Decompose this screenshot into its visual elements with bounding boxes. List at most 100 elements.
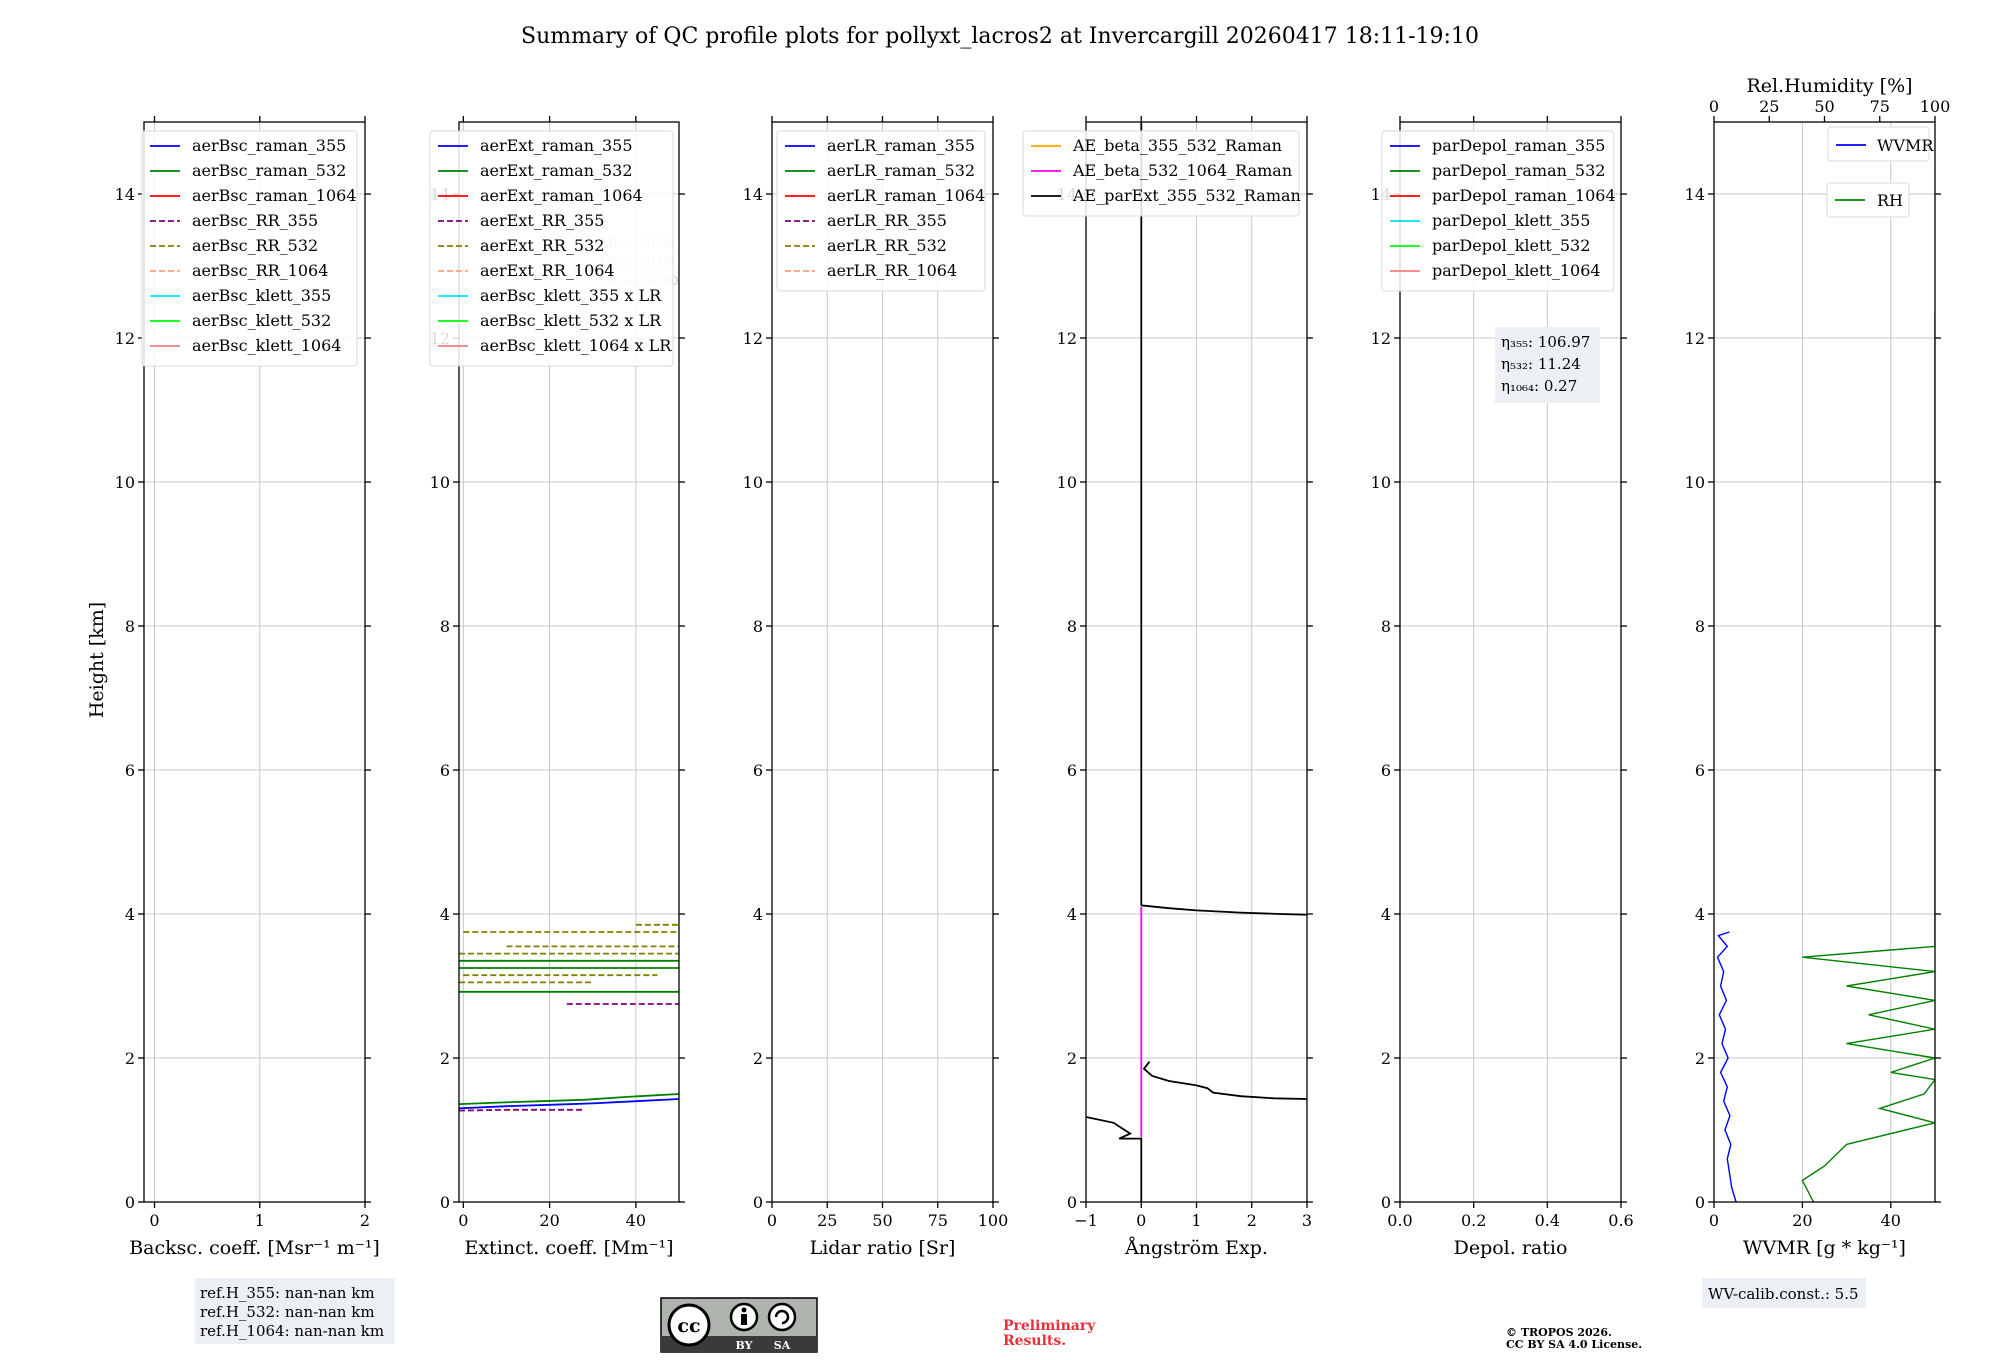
legend-box-wvmr (1827, 126, 1930, 162)
wv-calib-text: WV-calib.const.: 5.5 (1708, 1285, 1859, 1303)
series-group (1716, 312, 1935, 1202)
y-tick-label: 6 (1067, 761, 1077, 780)
legend-box (1022, 130, 1300, 217)
x-tick-label: 0 (1136, 1211, 1146, 1230)
y-tick-label: 14 (115, 185, 135, 204)
legend-box-rh (1826, 182, 1910, 218)
x-tick-label: 0.4 (1535, 1211, 1560, 1230)
legend-label: aerBsc_klett_355 (192, 286, 331, 305)
series-line (1142, 1061, 1307, 1100)
legend-box (429, 130, 674, 367)
share-alike-arrow (774, 1309, 790, 1325)
y-tick-label: 0 (1381, 1193, 1391, 1212)
legend-label: parDepol_raman_355 (1432, 136, 1605, 155)
preliminary-line-2: Results. (1003, 1333, 1066, 1349)
y-tick-label: 8 (1067, 617, 1077, 636)
preliminary-line-1: Preliminary (1003, 1318, 1096, 1334)
legend-label: aerLR_raman_1064 (827, 186, 985, 205)
y-tick-label: 12 (1057, 329, 1077, 348)
legend-label: aerBsc_klett_1064 (192, 336, 341, 355)
y-tick-label: 2 (440, 1049, 450, 1068)
y-tick-label: 0 (753, 1193, 763, 1212)
y-tick-label: 8 (1695, 617, 1705, 636)
top-x-tick-label: 100 (1920, 97, 1951, 116)
eta-info-text: η₅₃₂: 11.24 (1501, 355, 1581, 373)
axes-frame (143, 121, 366, 1203)
legend-label: AE_beta_355_532_Raman (1072, 136, 1282, 155)
y-tick-label: 8 (753, 617, 763, 636)
legend-label: RH (1877, 191, 1903, 210)
y-tick-label: 2 (1067, 1049, 1077, 1068)
panel-wv: 0 2 4 6 8 10 12 14 0 20 40 WVMR [g * kg⁻¹] 0 25 50 75 10… (1685, 75, 1951, 1308)
x-tick-label: 0 (1709, 1211, 1719, 1230)
x-tick-label: 2 (360, 1211, 370, 1230)
y-tick-label: 14 (1685, 185, 1705, 204)
x-axis-label: Lidar ratio [Sr] (810, 1237, 956, 1259)
series-line (1141, 904, 1307, 916)
y-tick-label: 4 (753, 905, 763, 924)
axes-frame (1399, 121, 1622, 1203)
x-tick-label: 40 (1881, 1211, 1901, 1230)
x-tick-label: 50 (872, 1211, 892, 1230)
y-tick-label: 10 (743, 473, 763, 492)
x-tick-label: −1 (1074, 1211, 1098, 1230)
y-tick-label: 4 (125, 905, 135, 924)
legend-label: parDepol_raman_1064 (1432, 186, 1616, 205)
legend-label: aerBsc_RR_355 (192, 211, 318, 230)
legend-label: aerExt_RR_532 (480, 236, 604, 255)
y-tick-label: 10 (430, 473, 450, 492)
legend-label: aerLR_RR_532 (827, 236, 947, 255)
wv-calib-box (1702, 1278, 1866, 1308)
y-tick-label: 14 (743, 185, 763, 204)
legend-label: aerBsc_klett_532 x LR (480, 311, 662, 330)
y-tick-label: 6 (753, 761, 763, 780)
legend-label: parDepol_klett_532 (1432, 236, 1590, 255)
x-tick-label: 1 (255, 1211, 265, 1230)
legend-label: aerLR_RR_1064 (827, 261, 957, 280)
y-tick-label: 0 (125, 1193, 135, 1212)
series-line (459, 1108, 585, 1112)
eta-info-box (1495, 327, 1600, 403)
x-tick-label: 3 (1302, 1211, 1312, 1230)
cc-text: cc (677, 1315, 700, 1337)
figure-title: Summary of QC profile plots for pollyxt_… (521, 24, 1479, 49)
series-group (459, 923, 679, 1112)
y-tick-label: 12 (1371, 329, 1391, 348)
refh-532: ref.H_532: nan-nan km (200, 1303, 375, 1321)
legend-label: aerLR_raman_532 (827, 161, 975, 180)
series-line (1801, 312, 1935, 1202)
series-group (1086, 122, 1307, 1202)
axes-frame (458, 121, 680, 1203)
y-tick-label: 10 (1685, 473, 1705, 492)
y-tick-label: 10 (115, 473, 135, 492)
y-tick-label: 12 (115, 329, 135, 348)
y-axis-label: Height [km] (86, 602, 108, 718)
legend-box (776, 130, 986, 292)
x-tick-label: 0.0 (1387, 1211, 1412, 1230)
x-axis-label: Extinct. coeff. [Mm⁻¹] (464, 1237, 673, 1259)
series-line (1716, 931, 1737, 1202)
y-tick-label: 2 (753, 1049, 763, 1068)
legend-label: aerBsc_klett_1064 x LR (480, 336, 672, 355)
legend-label: aerBsc_raman_1064 (192, 186, 357, 205)
top-x-tick-label: 25 (1759, 97, 1779, 116)
series-line (459, 1098, 679, 1110)
y-tick-label: 8 (440, 617, 450, 636)
cc-sa-label: SA (774, 1339, 791, 1352)
y-tick-label: 0 (1695, 1193, 1705, 1212)
legend-label: aerExt_raman_355 (480, 136, 633, 155)
x-tick-label: 0 (458, 1211, 468, 1230)
legend-box (141, 130, 358, 367)
y-tick-label: 8 (1381, 617, 1391, 636)
cc-by-label: BY (736, 1339, 753, 1352)
y-tick-label: 4 (440, 905, 450, 924)
top-x-axis-label: Rel.Humidity [%] (1746, 75, 1912, 97)
y-tick-label: 4 (1695, 905, 1705, 924)
legend-label: aerBsc_RR_1064 (192, 261, 328, 280)
legend-label: AE_beta_532_1064_Raman (1072, 161, 1292, 180)
x-tick-label: 20 (539, 1211, 559, 1230)
x-tick-label: 0 (767, 1211, 777, 1230)
